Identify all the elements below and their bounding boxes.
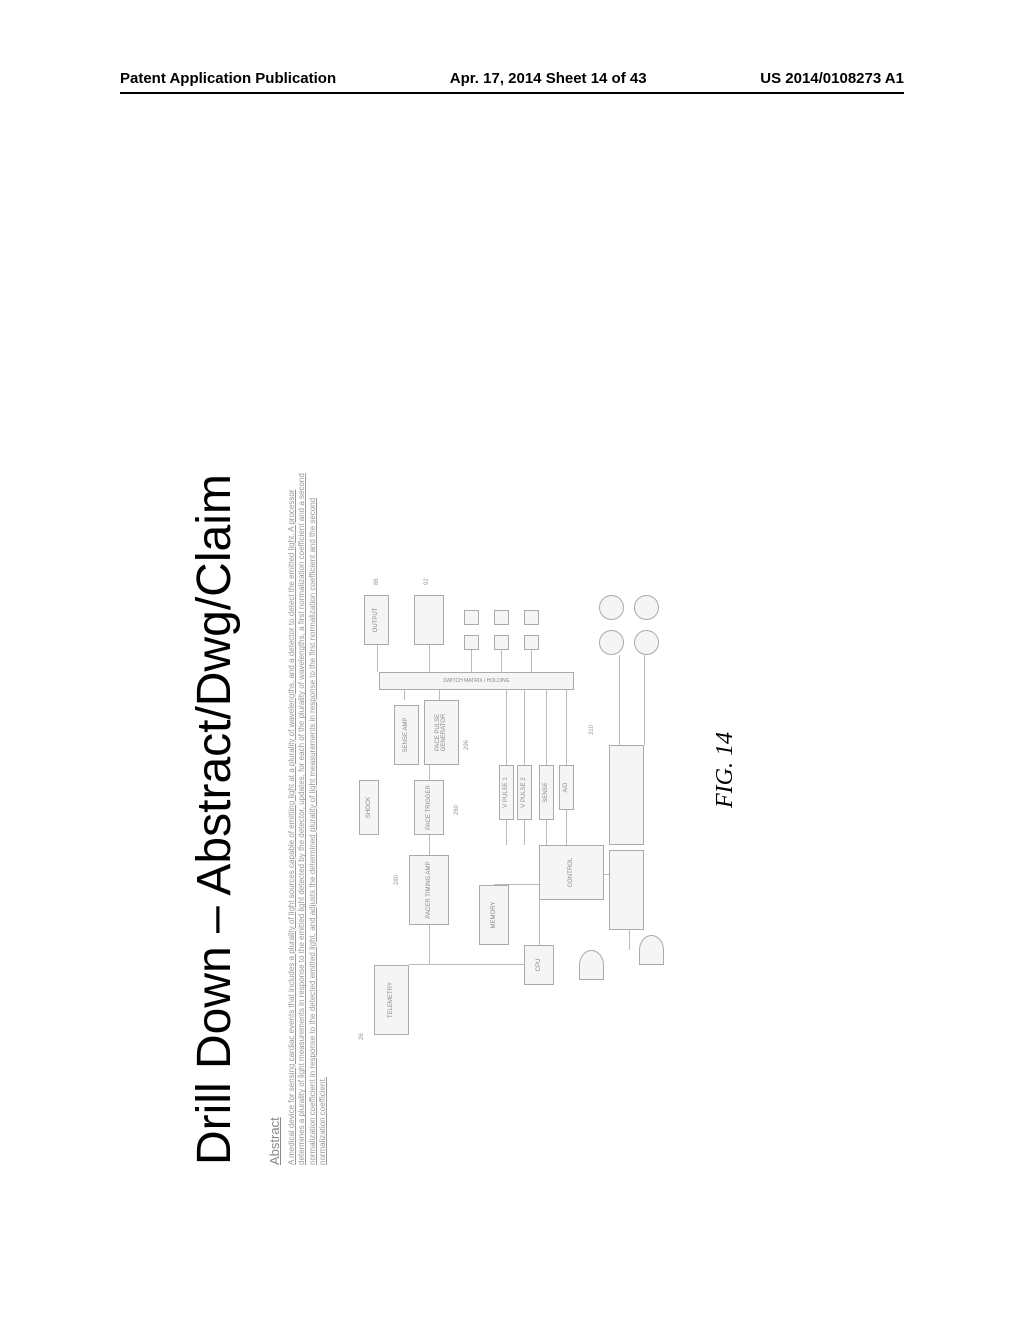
abstract-text: A medical device for sensing cardiac eve… [287,465,329,1165]
diagram-line [506,820,507,845]
abstract-label: Abstract [267,165,282,1165]
diagram-ref-number: 26 [359,1033,365,1040]
header-right: US 2014/0108273 A1 [760,70,904,87]
diagram-line [409,964,524,965]
diagram-box-term1 [464,635,479,650]
diagram-ref-number: 92 [424,578,430,585]
diagram-box-vpulse1: V PULSE 1 [499,765,514,820]
diagram-box-pace-pulse: PACE PULSE GENERATOR [424,700,459,765]
diagram-line [566,810,567,845]
diagram-box-vpulse2: V PULSE 2 [517,765,532,820]
diagram-box-memory: MEMORY [479,885,509,945]
diagram-line [404,690,405,700]
diagram-box-shock: SHOCK [359,780,379,835]
diagram-box-term6 [524,610,539,625]
diagram-gate [639,935,664,965]
page-title: Drill Down – Abstract/Dwg/Claim [187,165,242,1165]
diagram-line [629,930,630,950]
diagram-box-pacer-timing: PACER TIMING AMP [409,855,449,925]
diagram-line [546,690,547,765]
figure-label: FIG. 14 [712,732,739,808]
diagram-line [501,650,502,672]
diagram-ref-number: 310 [589,725,595,735]
diagram-line [566,690,567,765]
diagram-box-term5 [524,635,539,650]
diagram-ref-number: 86 [374,578,380,585]
diagram-box-out2 [414,595,444,645]
diagram-line [439,690,440,700]
diagram-line [531,650,532,672]
diagram-line [471,650,472,672]
header-left: Patent Application Publication [120,70,336,87]
diagram-box-processor [609,850,644,930]
diagram-terminal-circle [634,630,659,655]
diagram-box-control: CONTROL [539,845,604,900]
diagram-line [644,655,645,745]
diagram-container: TELEMETRYPACER TIMING AMPSHOCKSENSE AMPP… [349,495,709,1045]
diagram-line [494,884,539,885]
header-center: Apr. 17, 2014 Sheet 14 of 43 [450,70,647,87]
diagram-box-term3 [494,635,509,650]
diagram-line [506,690,507,765]
diagram-box-out1: OUTPUT [364,595,389,645]
diagram-line [524,690,525,765]
diagram-ref-number: 260 [454,805,460,815]
diagram-line [429,645,430,672]
diagram-line [429,835,430,855]
diagram-box-telemetry: TELEMETRY [374,965,409,1035]
diagram-line [377,645,378,672]
diagram-line [429,925,430,965]
diagram-box-pace-trigger: PACE TRIGGER [414,780,444,835]
header-divider [120,92,904,94]
diagram-terminal-circle [634,595,659,620]
diagram-ref-number: 296 [464,740,470,750]
diagram-box-sense: SENSE [539,765,554,820]
page-header: Patent Application Publication Apr. 17, … [0,70,1024,87]
diagram-terminal-circle [599,595,624,620]
diagram-line [619,655,620,745]
diagram-line [546,820,547,845]
diagram-box-adc: A/D [559,765,574,810]
diagram-box-switch-matrix: SWITCH MATRIX / HOLDING [379,672,574,690]
diagram-box-term2 [464,610,479,625]
diagram-line [604,874,609,875]
diagram-terminal-circle [599,630,624,655]
diagram-box-dsp [609,745,644,845]
diagram-box-cpu: CPU [524,945,554,985]
diagram-ref-number: 280 [394,875,400,885]
diagram-box-sense-amp: SENSE AMP [394,705,419,765]
diagram-line [539,900,540,945]
diagram-box-term4 [494,610,509,625]
diagram-line [524,820,525,845]
diagram-gate [579,950,604,980]
diagram-line [429,765,430,780]
rotated-page-content: Drill Down – Abstract/Dwg/Claim Abstract… [187,165,837,1165]
